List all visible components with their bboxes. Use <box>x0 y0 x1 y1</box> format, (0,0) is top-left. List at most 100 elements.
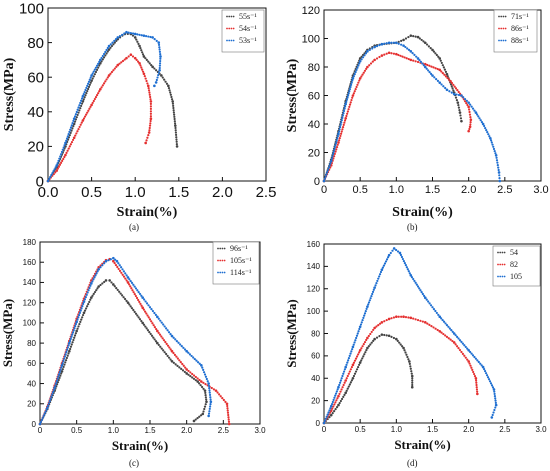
legend: 55s⁻¹ 54s⁻¹ 53s⁻¹ <box>221 9 265 53</box>
data-point <box>360 75 363 78</box>
data-point <box>102 56 106 59</box>
data-point <box>465 99 468 102</box>
data-point <box>52 170 55 173</box>
data-point <box>90 103 93 107</box>
legend-marker <box>232 15 235 18</box>
data-point <box>177 341 180 344</box>
data-point <box>84 296 87 299</box>
data-point <box>340 388 343 391</box>
data-point <box>379 270 383 274</box>
data-point <box>369 332 372 336</box>
plot-frame <box>47 7 267 182</box>
data-point <box>430 325 433 328</box>
data-point <box>101 262 104 265</box>
data-point <box>140 34 143 37</box>
data-point <box>345 363 348 366</box>
data-point <box>452 89 455 92</box>
data-point <box>364 310 367 313</box>
y-tick-label: 20 <box>27 139 44 156</box>
legend-marker <box>230 15 233 18</box>
data-point <box>481 122 485 126</box>
data-point <box>101 84 104 87</box>
legend-marker <box>502 27 505 30</box>
data-point <box>380 321 384 324</box>
legend-label: 105 <box>510 272 522 281</box>
data-point <box>457 347 460 350</box>
data-point <box>89 81 92 84</box>
data-point <box>470 366 473 369</box>
data-point <box>58 157 61 160</box>
data-point <box>366 305 369 308</box>
x-tick-label: 1.0 <box>108 426 120 435</box>
data-point <box>101 264 104 267</box>
data-point <box>227 418 230 421</box>
data-point <box>173 117 176 121</box>
data-point <box>498 174 501 177</box>
y-tick-label: 100 <box>307 307 321 316</box>
data-point <box>355 355 359 358</box>
data-point <box>399 54 402 57</box>
data-point <box>328 409 331 412</box>
data-point <box>121 59 125 63</box>
data-point <box>93 276 96 279</box>
data-point <box>387 334 391 338</box>
data-point <box>372 339 375 342</box>
data-point <box>130 307 134 310</box>
data-point <box>498 177 501 180</box>
data-point <box>358 79 361 82</box>
data-point <box>138 33 141 36</box>
data-point <box>174 363 177 366</box>
data-point <box>371 60 374 63</box>
data-point <box>78 104 81 107</box>
data-point <box>479 119 482 122</box>
x-tick-label: 2.0 <box>212 184 233 201</box>
data-point <box>170 98 174 101</box>
y-tick-label: 60 <box>27 359 36 368</box>
data-point <box>356 66 359 69</box>
data-point <box>443 68 446 71</box>
data-point <box>138 62 141 65</box>
data-point <box>120 61 123 64</box>
data-point <box>401 345 404 348</box>
series-1 <box>46 32 179 183</box>
data-point <box>440 70 443 73</box>
data-point <box>385 42 388 45</box>
data-point <box>450 91 453 94</box>
data-point <box>339 399 342 403</box>
data-point <box>348 105 351 108</box>
data-point <box>90 282 93 285</box>
legend: 71s⁻¹ 86s⁻¹ 88s⁻¹ <box>493 9 538 53</box>
data-point <box>196 361 200 364</box>
data-point <box>147 35 150 38</box>
data-point <box>74 322 78 326</box>
data-point <box>69 337 72 340</box>
data-point <box>43 412 46 415</box>
data-point <box>382 264 386 267</box>
data-point <box>410 372 413 375</box>
data-point <box>129 305 132 308</box>
data-point <box>99 264 102 267</box>
data-point <box>358 62 361 65</box>
data-point <box>158 66 161 70</box>
data-point <box>340 121 343 124</box>
data-point <box>468 113 472 116</box>
data-point <box>407 48 411 52</box>
data-point <box>226 411 230 414</box>
legend-marker <box>221 259 224 262</box>
data-point <box>351 94 355 97</box>
data-point <box>410 370 413 373</box>
data-point <box>358 363 361 366</box>
data-point <box>429 47 432 50</box>
data-point <box>61 148 64 151</box>
data-point <box>471 107 475 110</box>
data-point <box>444 70 448 73</box>
data-point <box>353 73 356 76</box>
legend-label: 55s⁻¹ <box>239 12 257 21</box>
data-point <box>83 298 87 301</box>
data-point <box>327 166 330 169</box>
x-tick-label: 2.5 <box>499 425 511 434</box>
data-point <box>189 375 192 378</box>
data-point <box>400 39 403 42</box>
data-point <box>170 349 174 353</box>
data-point <box>167 356 171 359</box>
